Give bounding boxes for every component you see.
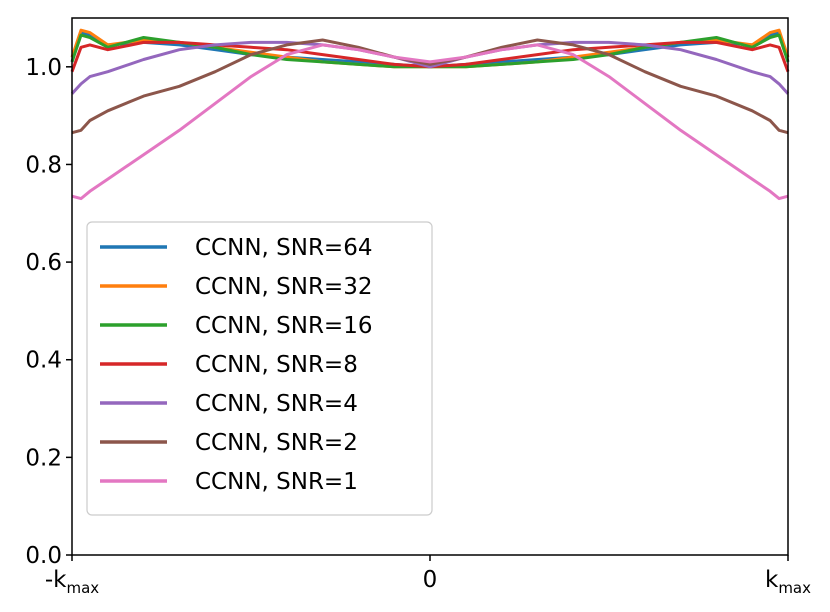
series-lines	[70, 28, 790, 201]
legend: CCNN, SNR=64 CCNN, SNR=32 CCNN, SNR=16 CCNN…	[86, 221, 433, 516]
x-tick-label: -kmax	[45, 567, 99, 597]
legend-box	[86, 221, 433, 516]
legend-label: CCNN, SNR=64	[195, 235, 372, 261]
y-tick-label: 0.6	[25, 250, 62, 276]
axis-ticks: 0.0 0.2 0.4 0.6 0.8 1.0 -kmax 0 kmax	[25, 55, 811, 597]
legend-label: CCNN, SNR=16	[195, 313, 372, 339]
y-tick-label: 0.4	[25, 348, 62, 374]
legend-label: CCNN, SNR=32	[195, 274, 372, 300]
y-tick-label: 0.8	[25, 152, 62, 178]
series-line-7	[71, 43, 789, 201]
legend-label: CCNN, SNR=1	[195, 469, 358, 495]
x-tick-label: kmax	[765, 567, 811, 597]
y-tick-label: 0.2	[25, 445, 62, 471]
y-tick-label: 0.0	[25, 543, 62, 569]
series-line-6	[71, 38, 789, 135]
series-line-5	[70, 40, 790, 95]
legend-label: CCNN, SNR=4	[195, 391, 358, 417]
y-tick-label: 1.0	[25, 55, 62, 81]
x-tick-label: 0	[423, 567, 438, 593]
legend-label: CCNN, SNR=2	[195, 430, 358, 456]
legend-label: CCNN, SNR=8	[195, 352, 358, 378]
